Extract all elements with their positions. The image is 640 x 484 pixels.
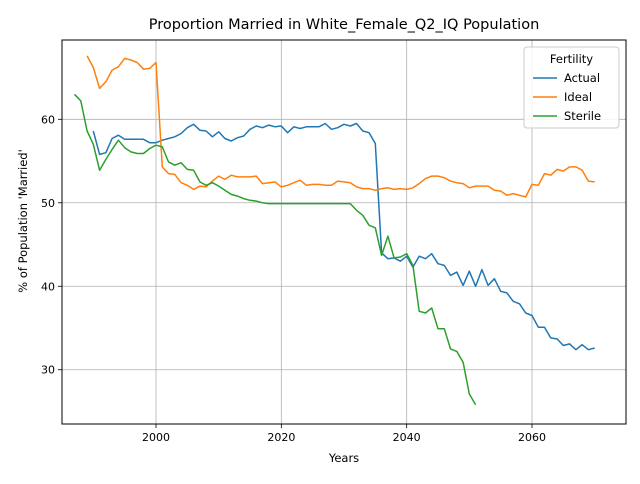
legend: Fertility Actual Ideal Sterile (523, 46, 620, 129)
x-axis-label: Years (328, 451, 359, 465)
x-tick-label: 2020 (267, 431, 295, 444)
x-tick-label: 2000 (142, 431, 170, 444)
y-tick-label: 30 (41, 364, 55, 377)
legend-label-actual: Actual (564, 71, 600, 85)
plot-frame (61, 39, 627, 425)
y-tick-label: 50 (41, 197, 55, 210)
legend-label-ideal: Ideal (564, 90, 592, 104)
axis-ticks: 2000 2020 2040 2060 30 40 50 60 (41, 113, 546, 444)
series-line-sterile (73, 93, 477, 406)
y-tick-label: 60 (41, 113, 55, 126)
series-line-actual (92, 122, 595, 351)
legend-label-sterile: Sterile (564, 109, 601, 123)
series-lines (73, 55, 595, 406)
y-tick-label: 40 (41, 280, 55, 293)
chart-title: Proportion Married in White_Female_Q2_IQ… (149, 17, 540, 33)
legend-title: Fertility (550, 52, 593, 66)
series-line-ideal (86, 55, 595, 198)
x-tick-label: 2040 (393, 431, 421, 444)
legend-box (523, 46, 620, 129)
y-axis-label: % of Population 'Married' (16, 149, 30, 293)
x-tick-label: 2060 (518, 431, 546, 444)
